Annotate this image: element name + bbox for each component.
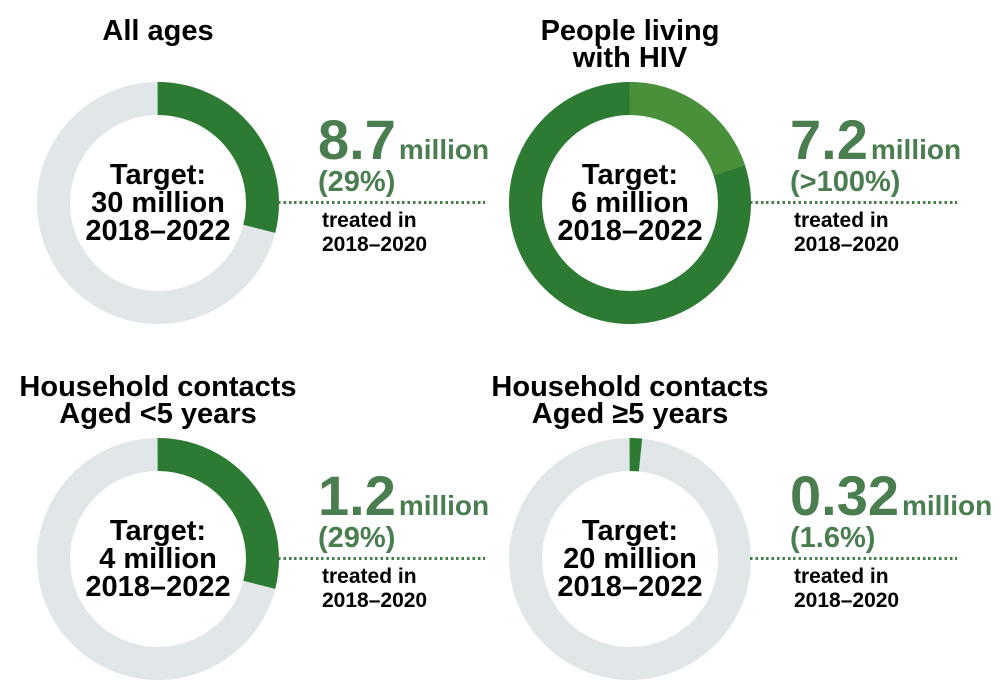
dotted-leader-line [278, 201, 485, 204]
target-period: 2018–2022 [85, 215, 231, 247]
treated-note-line1: treated in [794, 209, 889, 232]
donut-chart: Target: 30 million 2018–2022 [37, 82, 279, 324]
treated-value-row: 1.2 million [318, 468, 489, 524]
donut-ring [509, 82, 751, 324]
donut-center-label: Target: 30 million 2018–2022 [53, 159, 263, 247]
target-amount: 20 million [563, 543, 697, 575]
treated-note: treated in 2018–2020 [322, 209, 427, 257]
target-amount: 30 million [91, 187, 225, 219]
treated-value: 8.7 [318, 108, 396, 171]
treated-note-line1: treated in [794, 565, 889, 588]
chart-title: Household contacts Aged <5 years [0, 371, 338, 430]
percent-of-target: (29%) [318, 166, 396, 198]
donut-center-label: Target: 6 million 2018–2022 [525, 159, 735, 247]
chart-household-contacts-5-plus: Household contacts Aged ≥5 years Target:… [472, 356, 1000, 696]
donut-ring [509, 438, 751, 680]
treated-value-row: 8.7 million [318, 112, 489, 168]
chart-title: People living with HIV [450, 15, 810, 74]
treated-unit: million [398, 490, 490, 521]
percent-of-target: (>100%) [790, 166, 901, 198]
treated-unit: million [902, 490, 993, 521]
percent-of-target: (29%) [318, 522, 396, 554]
chart-title-line1: Household contacts [491, 371, 769, 403]
treated-value: 1.2 [318, 464, 396, 527]
chart-title: All ages [0, 15, 338, 47]
donut-chart: Target: 4 million 2018–2022 [37, 438, 279, 680]
donut-ring [37, 82, 279, 324]
chart-title-line1: All ages [102, 15, 214, 47]
donut-chart: Target: 6 million 2018–2022 [509, 82, 751, 324]
dotted-leader-line [750, 557, 957, 560]
donut-center-label: Target: 4 million 2018–2022 [53, 515, 263, 603]
chart-title: Household contacts Aged ≥5 years [450, 371, 810, 430]
target-label: Target: [109, 515, 207, 547]
treated-note-line2: 2018–2020 [322, 233, 428, 256]
target-label: Target: [109, 159, 207, 191]
chart-title-line2: with HIV [572, 42, 688, 74]
target-period: 2018–2022 [85, 571, 231, 603]
target-period: 2018–2022 [557, 215, 703, 247]
percent-of-target: (1.6%) [790, 522, 876, 554]
treated-note-line1: treated in [322, 209, 417, 232]
treated-note-line1: treated in [322, 565, 417, 588]
treated-note-line2: 2018–2020 [794, 589, 900, 612]
treated-note-line2: 2018–2020 [794, 233, 900, 256]
donut-center-label: Target: 20 million 2018–2022 [525, 515, 735, 603]
chart-household-contacts-under-5: Household contacts Aged <5 years Target:… [0, 356, 500, 696]
chart-title-line1: People living [540, 15, 720, 47]
chart-title-line2: Aged <5 years [59, 398, 257, 430]
target-amount: 4 million [99, 543, 217, 575]
chart-title-line2: Aged ≥5 years [531, 398, 729, 430]
target-label: Target: [581, 515, 679, 547]
treated-value: 7.2 [790, 108, 868, 171]
treated-unit: million [398, 134, 490, 165]
treated-note: treated in 2018–2020 [794, 209, 899, 257]
treated-note-line2: 2018–2020 [322, 589, 428, 612]
dotted-leader-line [750, 201, 957, 204]
treated-value-row: 0.32 million [790, 468, 992, 524]
donut-ring [37, 438, 279, 680]
treated-value-row: 7.2 million [790, 112, 961, 168]
chart-people-living-with-hiv: People living with HIV Target: 6 million… [472, 0, 1000, 348]
target-amount: 6 million [571, 187, 689, 219]
treated-note: treated in 2018–2020 [322, 565, 427, 613]
treated-unit: million [870, 134, 962, 165]
chart-title-line1: Household contacts [19, 371, 297, 403]
target-label: Target: [581, 159, 679, 191]
target-period: 2018–2022 [557, 571, 703, 603]
donut-chart: Target: 20 million 2018–2022 [509, 438, 751, 680]
treated-value: 0.32 [790, 464, 899, 527]
chart-all-ages: All ages Target: 30 million 2018–2022 8.… [0, 0, 500, 348]
treated-note: treated in 2018–2020 [794, 565, 899, 613]
dotted-leader-line [278, 557, 485, 560]
